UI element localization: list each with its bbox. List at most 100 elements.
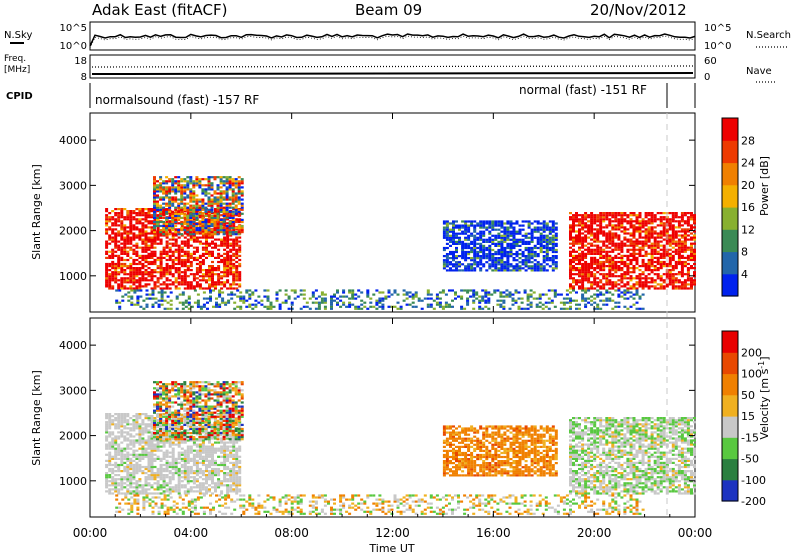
heatmap-cell: [168, 229, 172, 232]
heatmap-cell: [126, 433, 130, 436]
heatmap-cell: [620, 222, 624, 225]
heatmap-cell: [548, 232, 552, 235]
heatmap-cell: [141, 451, 145, 454]
heatmap-cell: [114, 265, 118, 268]
heatmap-cell: [219, 180, 223, 183]
heatmap-cell: [108, 443, 112, 446]
heatmap-cell: [593, 283, 597, 286]
heatmap-cell: [235, 273, 239, 276]
heatmap-cell: [515, 242, 519, 245]
heatmap-cell: [192, 218, 196, 221]
heatmap-cell: [177, 269, 181, 272]
heatmap-cell: [135, 455, 139, 458]
heatmap-cell: [647, 220, 651, 223]
heatmap-cell: [114, 470, 118, 473]
heatmap-cell: [266, 295, 270, 298]
heatmap-cell: [153, 184, 156, 187]
heatmap-cell: [542, 230, 546, 233]
heatmap-cell: [165, 279, 169, 282]
heatmap-cell: [488, 232, 492, 235]
heatmap-cell: [668, 236, 672, 239]
heatmap-cell: [141, 214, 145, 217]
heatmap-cell: [491, 222, 495, 225]
heatmap-cell: [153, 186, 156, 189]
heatmap-cell: [590, 228, 594, 231]
heatmap-cell: [129, 285, 133, 288]
heatmap-cell: [524, 220, 528, 223]
heatmap-cell: [545, 242, 549, 245]
heatmap-cell: [693, 250, 696, 253]
heatmap-cell: [105, 228, 109, 231]
heatmap-cell: [226, 232, 230, 235]
heatmap-cell: [227, 293, 231, 296]
heatmap-cell: [162, 492, 166, 495]
heatmap-cell: [141, 421, 145, 424]
heatmap-cell: [159, 242, 163, 245]
heatmap-cell: [120, 461, 124, 464]
heatmap-cell: [138, 238, 142, 241]
heatmap-cell: [165, 236, 169, 239]
heatmap-cell: [111, 277, 115, 280]
heatmap-cell: [123, 248, 127, 251]
heatmap-cell: [234, 227, 238, 230]
heatmap-cell: [211, 236, 214, 239]
heatmap-cell: [638, 297, 642, 300]
heatmap-cell: [171, 190, 175, 193]
heatmap-cell: [162, 476, 166, 479]
heatmap-cell: [635, 228, 639, 231]
heatmap-cell: [587, 281, 591, 284]
heatmap-cell: [278, 289, 282, 292]
heatmap-cell: [497, 257, 501, 260]
heatmap-cell: [105, 214, 109, 217]
heatmap-cell: [195, 216, 199, 219]
heatmap-cell: [548, 257, 552, 260]
heatmap-cell: [162, 212, 166, 215]
heatmap-cell: [147, 467, 151, 471]
heatmap-cell: [153, 206, 156, 209]
heatmap-cell: [614, 267, 618, 270]
heatmap-cell: [584, 218, 588, 221]
heatmap-cell: [232, 265, 236, 268]
heatmap-cell: [144, 244, 148, 247]
heatmap-cell: [473, 236, 477, 239]
heatmap-cell: [605, 240, 609, 243]
heatmap-cell: [177, 214, 181, 217]
heatmap-cell: [517, 307, 521, 310]
heatmap-cell: [251, 303, 255, 306]
heatmap-cell: [635, 283, 639, 286]
heatmap-cell: [590, 271, 594, 274]
heatmap-cell: [232, 262, 236, 266]
heatmap-cell: [120, 435, 124, 438]
heatmap-cell: [195, 227, 199, 230]
heatmap-cell: [219, 190, 223, 193]
heatmap-cell: [120, 449, 124, 452]
heatmap-cell: [686, 238, 690, 241]
heatmap-cell: [518, 261, 522, 264]
heatmap-cell: [671, 258, 675, 262]
heatmap-cell: [559, 307, 563, 310]
heatmap-cell: [426, 305, 430, 308]
heatmap-cell: [210, 206, 214, 209]
heatmap-cell: [515, 220, 519, 223]
heatmap-cell: [511, 299, 515, 302]
heatmap-cell: [641, 220, 645, 223]
heatmap-cell: [668, 222, 672, 225]
heatmap-cell: [538, 293, 542, 296]
freq-right-tick-bottom: 0: [704, 72, 710, 83]
heatmap-cell: [168, 178, 172, 181]
heatmap-cell: [611, 275, 615, 278]
heatmap-cell: [488, 222, 492, 225]
heatmap-cell: [111, 238, 115, 241]
heatmap-cell: [117, 465, 121, 469]
heatmap-cell: [120, 281, 124, 284]
heatmap-cell: [590, 273, 594, 276]
heatmap-cell: [638, 252, 642, 255]
heatmap-cell: [162, 196, 166, 199]
heatmap-cell: [662, 224, 666, 227]
heatmap-cell: [114, 234, 118, 237]
heatmap-cell: [614, 271, 618, 274]
heatmap-cell: [608, 250, 612, 253]
heatmap-cell: [207, 224, 211, 228]
heatmap-cell: [201, 227, 205, 230]
heatmap-cell: [132, 472, 136, 475]
